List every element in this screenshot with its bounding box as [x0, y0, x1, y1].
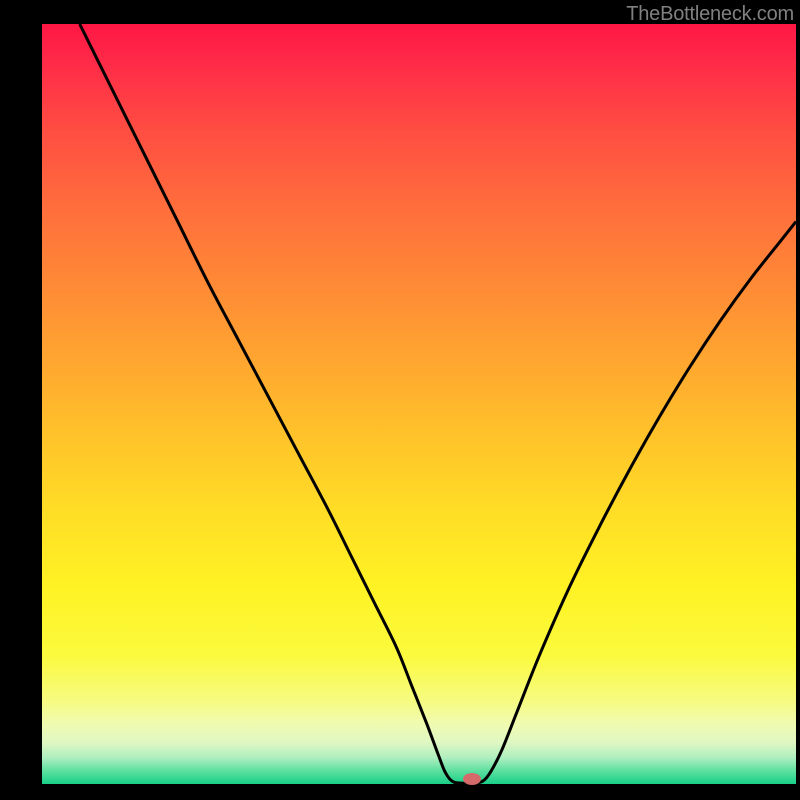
- watermark-text: TheBottleneck.com: [626, 3, 794, 26]
- plot-background: [42, 24, 796, 784]
- optimum-marker: [463, 773, 481, 785]
